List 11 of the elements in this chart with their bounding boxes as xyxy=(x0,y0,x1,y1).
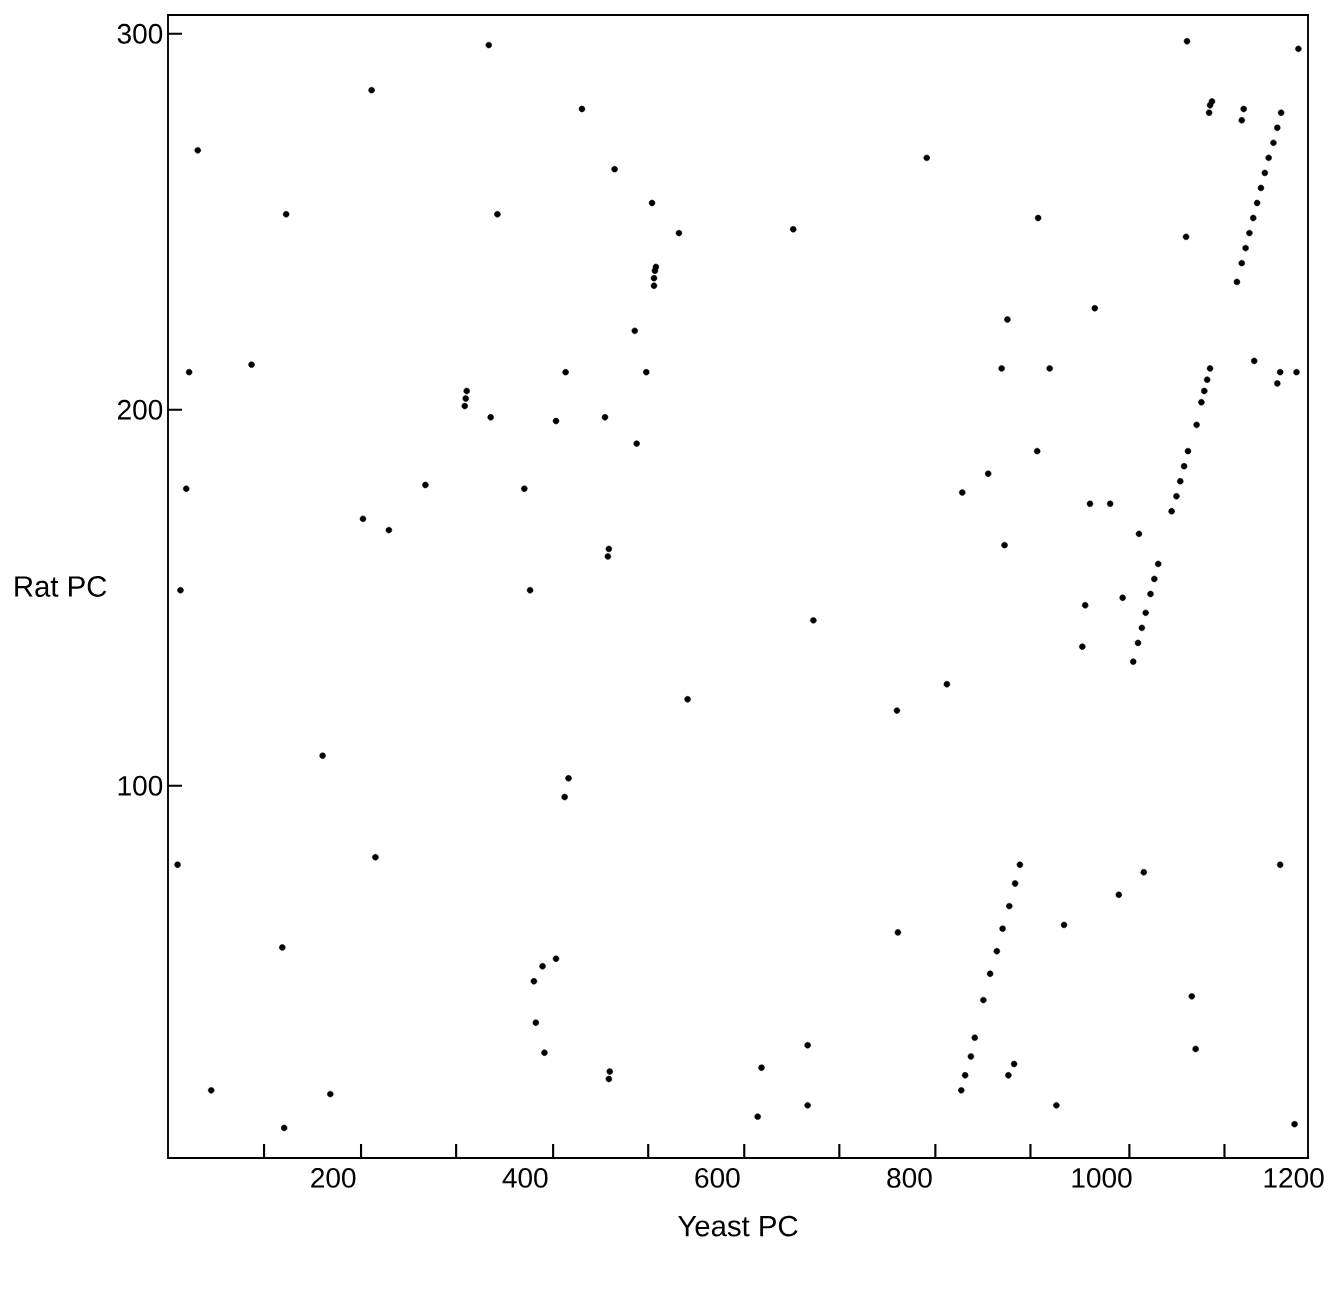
y-axis-title: Rat PC xyxy=(15,576,107,597)
x-axis-title: Yeast PC xyxy=(678,1215,798,1237)
y-tick-label: 100 xyxy=(118,775,163,796)
x-tick-label: 800 xyxy=(887,1168,932,1188)
x-tick-label: 600 xyxy=(695,1168,740,1188)
y-tick-label: 200 xyxy=(117,399,163,420)
y-tick-label: 300 xyxy=(117,23,163,44)
x-tick-label: 1000 xyxy=(1072,1168,1132,1188)
x-tick-label: 1200 xyxy=(1264,1168,1324,1188)
x-tick-label: 400 xyxy=(502,1168,548,1188)
x-tick-label: 200 xyxy=(311,1168,356,1188)
